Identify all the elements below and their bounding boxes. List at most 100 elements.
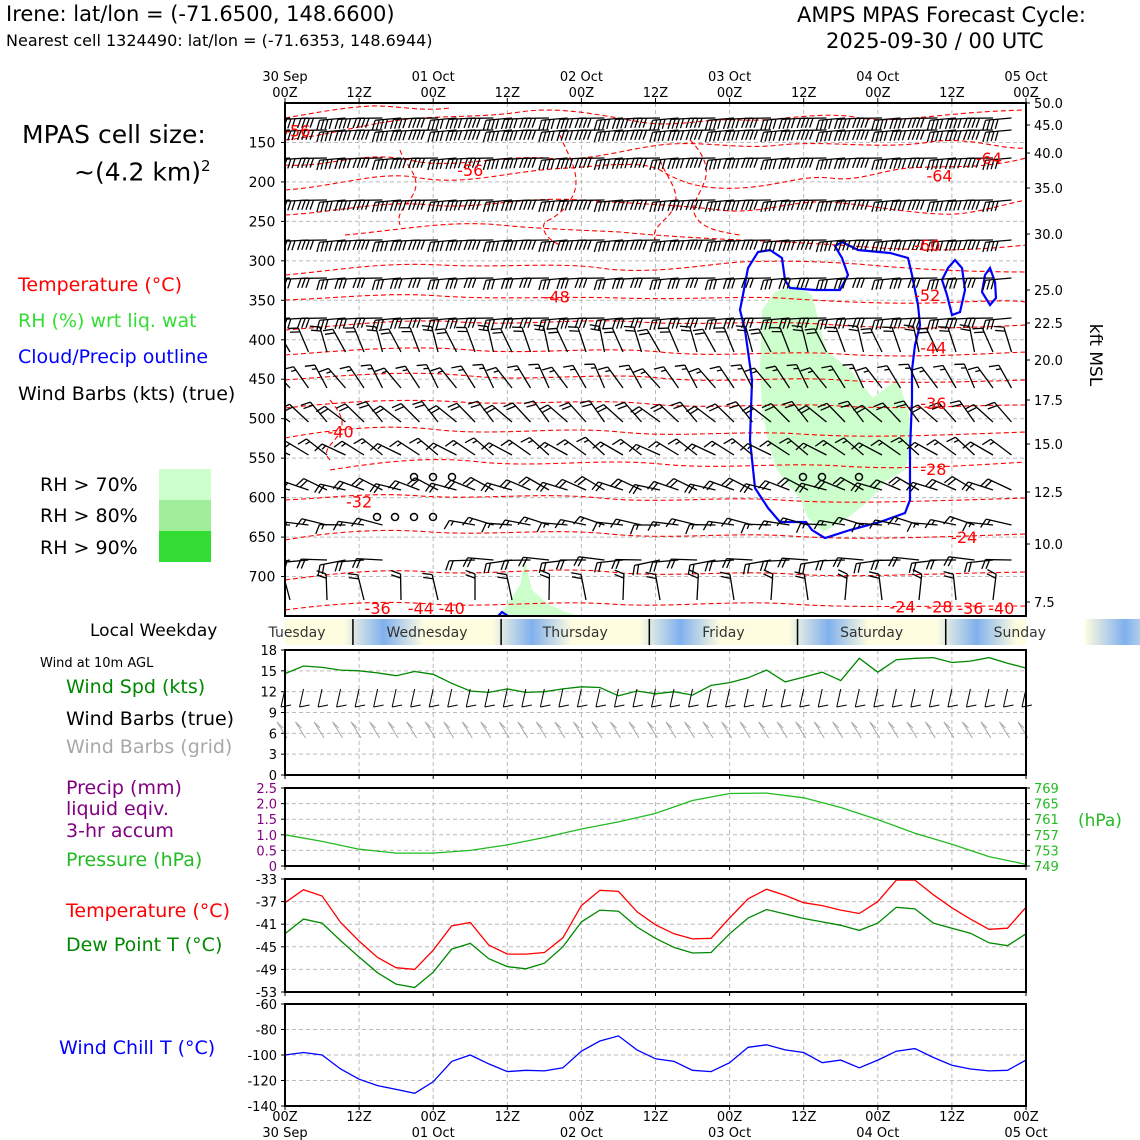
wind10m-barb-grid bbox=[610, 721, 621, 739]
wind-barb-feather bbox=[332, 521, 339, 531]
wind-barb-feather bbox=[416, 278, 421, 288]
wind-barb-feather bbox=[713, 159, 718, 170]
wind-barb-feather bbox=[261, 280, 264, 290]
wind-barb bbox=[779, 327, 791, 353]
wind-barb bbox=[417, 437, 439, 456]
wind-barb-feather bbox=[564, 130, 569, 141]
bottom-hour-label: 00Z bbox=[717, 1110, 743, 1125]
wind-barb-feather bbox=[962, 521, 968, 532]
wind-barb bbox=[321, 443, 346, 456]
wind10m-barb-grid bbox=[962, 721, 973, 739]
wind-barb-feather bbox=[990, 119, 995, 130]
wind10m-barb-true-feather bbox=[725, 704, 736, 708]
wind-barb-feather bbox=[351, 517, 358, 527]
wind-barb-feather bbox=[871, 132, 876, 143]
wind-barb bbox=[607, 366, 624, 389]
wind-barb bbox=[431, 326, 439, 353]
wind-barb-feather bbox=[378, 328, 389, 331]
wind-barb-feather bbox=[741, 278, 746, 289]
wind-barb bbox=[597, 117, 624, 121]
wind-barb bbox=[689, 326, 698, 353]
wind-barb bbox=[400, 403, 420, 423]
wind-barb-feather bbox=[279, 319, 282, 329]
wind-barb-feather bbox=[499, 519, 506, 529]
wind-barb-feather bbox=[794, 571, 805, 575]
wind-barb-feather bbox=[989, 441, 995, 446]
top-date-label: 02 Oct bbox=[560, 70, 603, 85]
wind-barb-feather bbox=[704, 561, 709, 572]
wind-barb-feather bbox=[753, 200, 759, 210]
wind-barb-feather bbox=[528, 363, 539, 366]
wind-barb-feather bbox=[790, 158, 796, 169]
wind-barb-feather bbox=[625, 329, 636, 332]
wind-barb bbox=[796, 364, 809, 389]
wind-barb-feather bbox=[505, 318, 510, 329]
wind-barb-feather bbox=[412, 400, 423, 406]
wind-barb bbox=[327, 367, 346, 389]
wind-barb-feather bbox=[556, 159, 561, 170]
wind-barb-feather bbox=[593, 160, 598, 171]
wind-barb-feather bbox=[431, 279, 436, 290]
wind-barb-feather bbox=[879, 119, 884, 130]
wind-barb-feather bbox=[745, 130, 750, 141]
wind-barb-feather bbox=[305, 200, 310, 210]
wind-barb-feather bbox=[371, 120, 376, 131]
wind-barb-feather bbox=[435, 159, 440, 170]
wind-barb bbox=[652, 117, 679, 121]
wind-barb-feather bbox=[860, 327, 871, 331]
wind-barb-feather bbox=[582, 278, 588, 288]
wind-barb-feather bbox=[911, 200, 917, 211]
wind-barb-feather bbox=[842, 363, 853, 366]
wind10m-barb-true bbox=[613, 688, 619, 708]
wind-barb-feather bbox=[342, 158, 347, 169]
wind-barb bbox=[930, 129, 957, 133]
wind-barb-feather bbox=[746, 523, 750, 530]
wind-chill-label: Wind Chill T (°C) bbox=[59, 1037, 216, 1059]
wind-barb-feather bbox=[334, 119, 339, 130]
wind-barb-feather bbox=[971, 240, 976, 250]
wind-barb-feather bbox=[297, 130, 302, 141]
wind-barb-feather bbox=[416, 440, 422, 444]
wind-barb-feather bbox=[291, 130, 296, 141]
wind-barb-feather bbox=[573, 556, 580, 566]
wind-barb-feather bbox=[852, 130, 857, 141]
wind-barb-feather bbox=[509, 158, 514, 169]
temperature-label-group: -56 bbox=[457, 161, 483, 180]
wind-barb-feather bbox=[957, 240, 962, 251]
wind-barb-feather bbox=[964, 404, 974, 410]
wind-barb bbox=[835, 327, 846, 353]
wind-barb-feather bbox=[375, 131, 380, 142]
wind-barb bbox=[572, 365, 587, 389]
wind-barb-feather bbox=[725, 479, 734, 488]
wind-barb-feather bbox=[721, 558, 728, 569]
wind-barb-feather bbox=[667, 159, 672, 170]
temperature-contour-label: -48 bbox=[544, 287, 570, 306]
wind-barb bbox=[711, 440, 735, 456]
wind-barb-feather bbox=[278, 522, 283, 531]
wind-barb-feather bbox=[647, 481, 655, 490]
wind-barb-feather bbox=[980, 478, 989, 487]
wind-barb-feather bbox=[796, 240, 802, 251]
wind-barb-feather bbox=[333, 440, 343, 448]
wind10m-barb-true-feather bbox=[299, 704, 310, 708]
wind-barb-feather bbox=[483, 404, 493, 411]
wind-barb-feather bbox=[285, 403, 290, 408]
wind-barb-feather bbox=[519, 118, 524, 129]
wind-barb-feather bbox=[926, 320, 931, 331]
wind-barb-feather bbox=[764, 405, 775, 412]
wind-barb bbox=[708, 239, 735, 243]
cloud-outline-small-2 bbox=[980, 265, 998, 307]
wind-barb-feather bbox=[500, 319, 506, 330]
rh-90-swatch bbox=[159, 531, 211, 562]
wind-barb-feather bbox=[723, 438, 733, 445]
wind-barb-feather bbox=[616, 130, 621, 141]
wind-barb-feather bbox=[685, 118, 691, 129]
wind-barb-feather bbox=[301, 158, 306, 169]
wind10m-barb-grid-feather bbox=[758, 721, 766, 729]
wind-barb-feather bbox=[287, 278, 292, 289]
wind-barb-feather bbox=[815, 132, 820, 143]
wind10m-barb-grid-feather bbox=[887, 721, 895, 729]
wind-barb-feather bbox=[606, 119, 611, 129]
wind-barb-feather bbox=[911, 240, 917, 251]
